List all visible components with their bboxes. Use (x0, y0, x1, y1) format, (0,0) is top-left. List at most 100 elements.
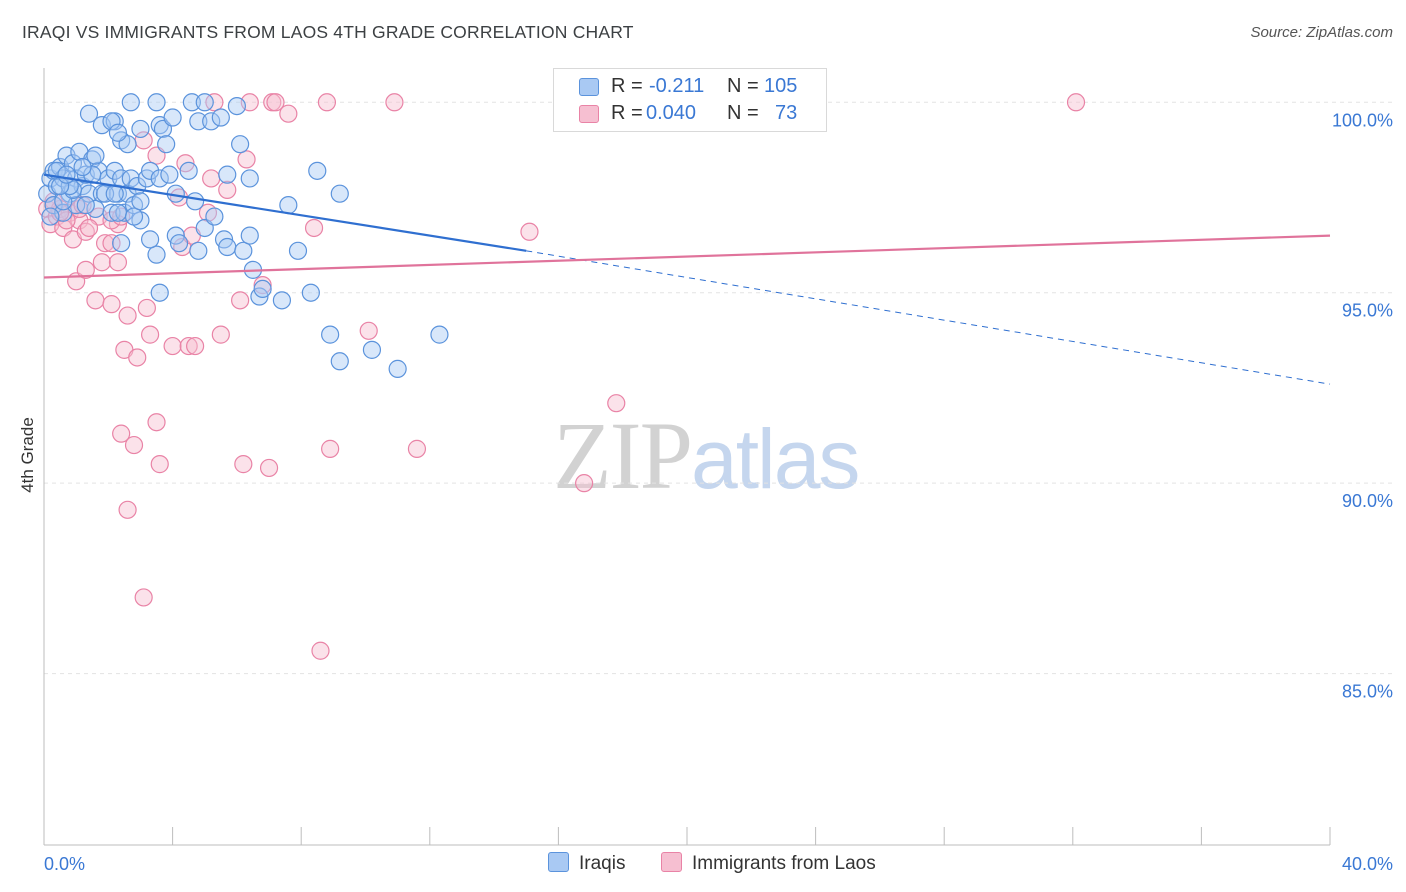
laos-point (140, 325, 160, 344)
trend-lines (43, 173, 1331, 385)
iraqis-point (227, 96, 246, 116)
x-tick-label-left: 0.0% (44, 854, 85, 874)
iraqis-point (253, 279, 272, 299)
iraqis-swatch (579, 78, 599, 96)
iraqis-point (140, 161, 160, 180)
laos-point (253, 276, 272, 295)
laos-point (321, 439, 340, 458)
laos-point (237, 150, 256, 169)
watermark-atlas: atlas (691, 412, 860, 506)
iraqis-trend-line (43, 173, 527, 252)
legend-label-iraqis: Iraqis (579, 853, 626, 874)
laos-trend-line (43, 234, 1331, 279)
iraqis-point (169, 234, 189, 253)
iraqis-point (330, 352, 349, 371)
iraqis-point (240, 169, 259, 188)
laos-point (186, 336, 205, 356)
iraqis-point (57, 165, 76, 184)
legend-label-laos: Immigrants from Laos (692, 853, 876, 874)
laos-point (128, 348, 147, 367)
laos-point (266, 93, 285, 112)
y-tick-label: 85.0% (1342, 682, 1393, 702)
y-axis-label: 4th Grade (18, 417, 37, 493)
iraqis-point (211, 108, 230, 127)
laos-point (179, 336, 198, 356)
legend-swatch-iraqis (548, 852, 569, 872)
iraqis-point (231, 135, 250, 154)
laos-point (575, 474, 594, 493)
n-label: N = (727, 75, 759, 97)
laos-point (317, 93, 337, 112)
iraqis-point (115, 203, 134, 222)
iraqis-point (186, 192, 205, 211)
laos-point (112, 424, 131, 443)
tick-labels: 100.0% 95.0% 90.0% 85.0% 0.0% 40.0% (44, 110, 1393, 874)
laos-point (76, 260, 95, 279)
laos-point (147, 413, 166, 432)
laos-point (1066, 93, 1086, 112)
y-tick-label: 95.0% (1342, 301, 1393, 321)
laos-point (150, 455, 169, 474)
laos-point (102, 234, 121, 253)
iraqis-point (112, 234, 131, 253)
iraqis-point (301, 283, 320, 302)
iraqis-point (150, 169, 169, 188)
chart-title: IRAQI VS IMMIGRANTS FROM LAOS 4TH GRADE … (22, 22, 634, 42)
iraqis-point (388, 359, 407, 378)
iraqis-point (73, 157, 92, 177)
laos-point (231, 291, 250, 310)
iraqis-point (288, 241, 308, 260)
iraqis-point (321, 325, 340, 344)
laos-point (108, 253, 128, 272)
iraqis-point (108, 123, 128, 142)
n-value: 73 (775, 102, 798, 124)
laos-point (124, 435, 144, 455)
zipatlas-watermark: ZIPatlas (553, 400, 860, 511)
iraqis-point (195, 93, 214, 112)
legend-item-iraqis: Iraqis (548, 852, 625, 875)
iraqis-point (147, 93, 166, 112)
iraqis-point (131, 119, 150, 139)
laos-point (205, 93, 224, 112)
iraqis-point (102, 112, 121, 131)
iraqis-point (179, 161, 198, 180)
iraqis-points (38, 93, 449, 378)
iraqis-trend-extension (526, 250, 1331, 385)
iraqis-point (240, 226, 259, 245)
laos-point (102, 295, 121, 314)
iraqis-point (430, 325, 449, 344)
x-tick-label-right: 40.0% (1342, 854, 1393, 874)
iraqis-point (272, 291, 292, 310)
iraqis-point (189, 241, 208, 260)
iraqis-point (121, 169, 140, 188)
correlation-stats-box: R = -0.211 N = 105 R = 0.040 N = 73 (553, 68, 827, 132)
iraqis-point (124, 207, 144, 226)
iraqis-point (121, 93, 140, 112)
laos-swatch (579, 105, 599, 123)
legend-item-laos: Immigrants from Laos (661, 852, 876, 875)
y-tick-label: 90.0% (1342, 491, 1393, 511)
iraqis-point (218, 237, 237, 257)
r-label: R = (611, 75, 643, 97)
iraqis-point (131, 192, 150, 211)
laos-point (92, 253, 111, 272)
laos-point (202, 169, 221, 188)
laos-point (218, 180, 237, 199)
iraqis-point (150, 283, 169, 302)
iraqis-point (63, 154, 83, 173)
iraqis-point (362, 340, 382, 359)
laos-point (520, 222, 539, 241)
iraqis-point (76, 196, 95, 215)
r-value: -0.211 (649, 75, 705, 97)
r-label: R = (611, 102, 643, 124)
iraqis-point (163, 108, 182, 127)
iraqis-point (234, 241, 253, 260)
laos-points (38, 93, 1086, 660)
watermark-zip: ZIP (553, 402, 693, 509)
iraqis-point (160, 165, 179, 184)
laos-point (311, 641, 330, 660)
iraqis-point (308, 161, 327, 180)
iraqis-point (147, 245, 166, 264)
iraqis-point (205, 207, 224, 226)
